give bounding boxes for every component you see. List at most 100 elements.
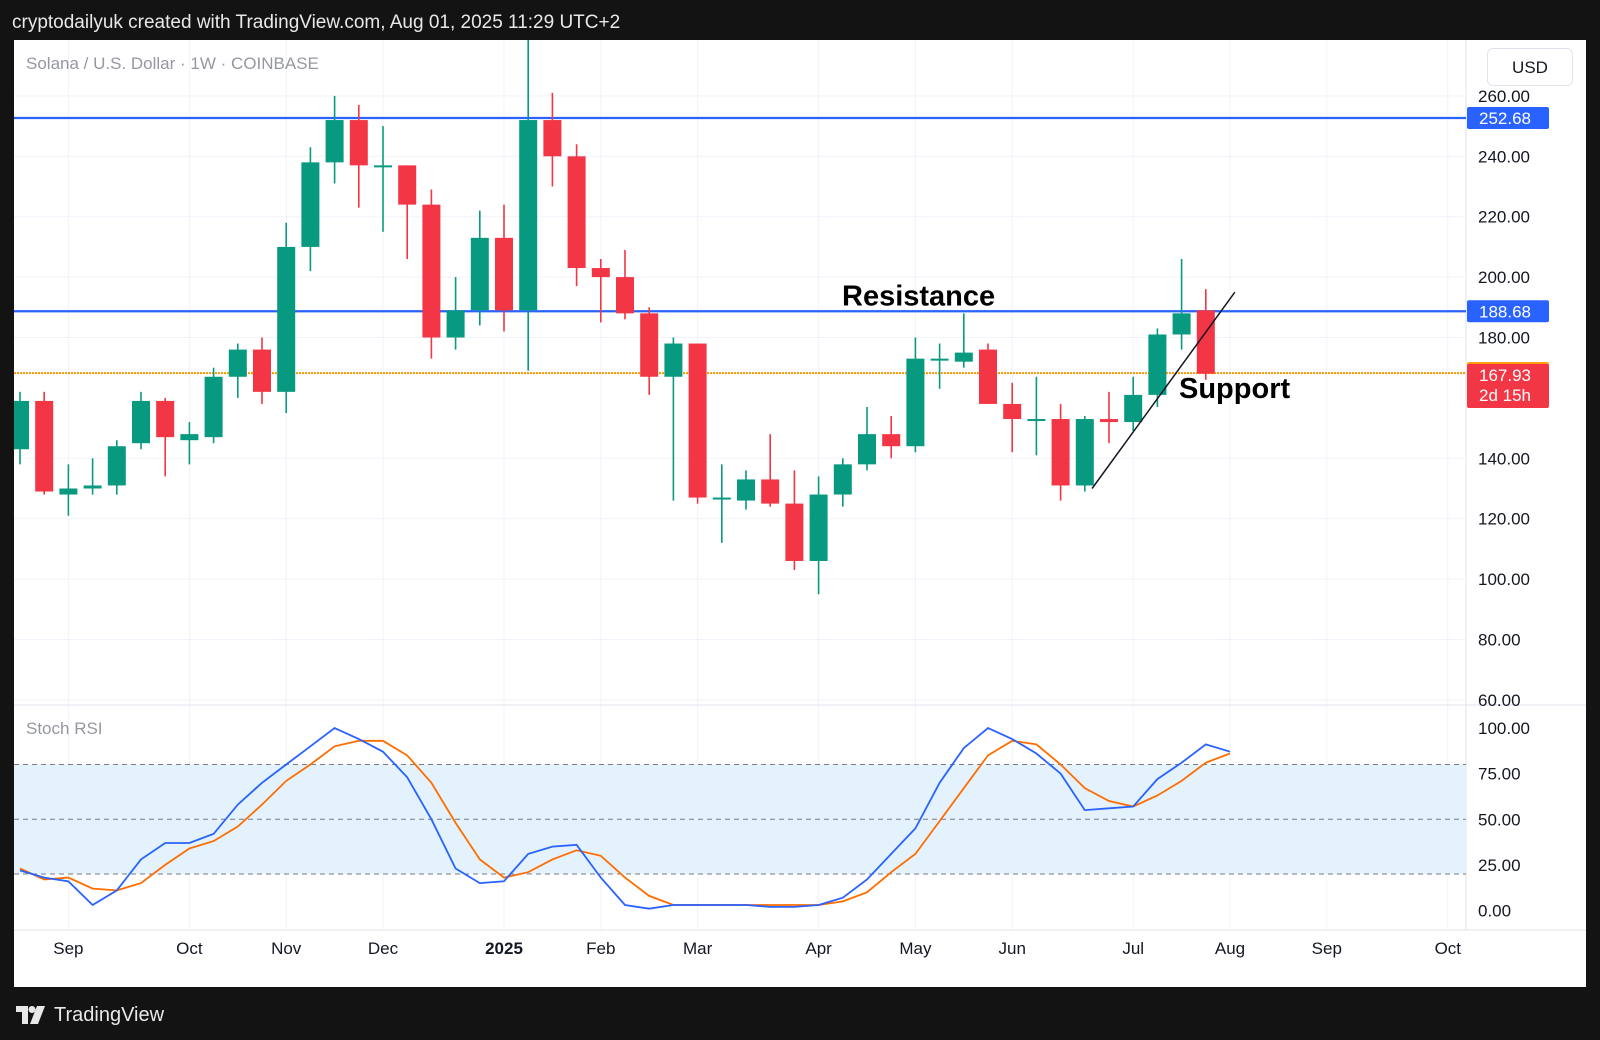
candle-bull[interactable]	[277, 222, 296, 413]
candle-body	[1003, 403, 1022, 420]
candle-bear[interactable]	[1003, 382, 1022, 453]
candle-body	[616, 277, 634, 314]
price-tick-label: 260.00	[1478, 87, 1530, 106]
chart-svg[interactable]: Solana / U.S. Dollar · 1W · COINBASE Res…	[11, 5, 1586, 987]
candle-body	[156, 400, 175, 438]
chart-title: Solana / U.S. Dollar · 1W · COINBASE	[26, 54, 319, 73]
candle-bear[interactable]	[349, 104, 368, 208]
candle-bear[interactable]	[543, 92, 562, 187]
candle-bear[interactable]	[761, 434, 780, 507]
candle-bull[interactable]	[228, 343, 247, 398]
candle-bear[interactable]	[398, 165, 417, 259]
candle-bear[interactable]	[591, 258, 610, 323]
candle-bull[interactable]	[664, 337, 683, 501]
candle-bull[interactable]	[374, 126, 392, 232]
candle-bear[interactable]	[979, 343, 997, 404]
time-tick-label: May	[899, 939, 932, 958]
stoch-rsi-pane[interactable]: Stoch RSI 100.00 75.00 50.00 25.00 0.00	[14, 719, 1530, 921]
candle-bull[interactable]	[470, 210, 489, 326]
candle-body	[1148, 334, 1167, 395]
price-tick-label: 120.00	[1478, 510, 1530, 529]
time-tick-label: 2025	[485, 939, 523, 958]
candle-bear[interactable]	[616, 249, 634, 320]
candle-bull[interactable]	[809, 476, 828, 595]
candle-bull[interactable]	[1148, 328, 1167, 407]
candle-bear[interactable]	[640, 307, 659, 395]
candle-body	[858, 434, 876, 465]
rsi-tick-label: 100.00	[1478, 719, 1530, 738]
candle-body	[349, 120, 368, 166]
candle-body	[688, 343, 707, 498]
resistance-high-price-tag-label: 252.68	[1479, 109, 1531, 128]
time-tick-label: Aug	[1215, 939, 1245, 958]
price-axis[interactable]: 260.00 240.00 220.00 200.00 180.00 140.00 120.…	[1467, 87, 1549, 710]
candle-body	[11, 400, 29, 450]
candle-bull[interactable]	[858, 406, 876, 471]
candle-body	[1051, 419, 1070, 486]
time-tick-label: Dec	[368, 939, 399, 958]
candle-bull[interactable]	[1124, 376, 1143, 432]
candle-body	[954, 352, 973, 362]
candle-body	[761, 479, 780, 504]
candle-bear[interactable]	[1100, 391, 1118, 444]
candle-bear[interactable]	[1051, 403, 1070, 501]
last-price-label: 167.93	[1479, 366, 1531, 385]
candle-body	[422, 204, 441, 338]
currency-button[interactable]: USD	[1487, 48, 1573, 86]
candle-bull[interactable]	[83, 458, 102, 495]
candle-bull[interactable]	[204, 367, 223, 444]
price-tick-label: 100.00	[1478, 570, 1530, 589]
candle-bear[interactable]	[253, 337, 271, 404]
chart-frame[interactable]: Solana / U.S. Dollar · 1W · COINBASE Res…	[11, 5, 1586, 987]
rsi-tick-label: 50.00	[1478, 810, 1521, 829]
candle-body	[640, 313, 659, 377]
candle-body	[1075, 419, 1094, 486]
candle-bear[interactable]	[35, 391, 54, 495]
candle-bear[interactable]	[785, 470, 804, 571]
rsi-tick-label: 25.00	[1478, 856, 1521, 875]
candle-bull[interactable]	[325, 95, 344, 184]
candle-bull[interactable]	[519, 5, 538, 371]
candle-bear[interactable]	[1196, 289, 1215, 380]
candles-layer[interactable]	[11, 5, 1215, 595]
price-tick-label: 240.00	[1478, 147, 1530, 166]
candle-bull[interactable]	[737, 470, 755, 510]
time-axis[interactable]: Sep Oct Nov Dec 2025 Feb Mar Apr May Jun Jul Aug Sep…	[53, 939, 1461, 958]
candle-bull[interactable]	[1027, 376, 1046, 456]
candle-bull[interactable]	[446, 277, 465, 350]
candle-bull[interactable]	[1075, 416, 1094, 492]
resistance-high-price-tag	[1467, 107, 1549, 130]
candle-bull[interactable]	[833, 458, 852, 507]
candle-body	[495, 237, 513, 311]
candle-bull[interactable]	[906, 337, 925, 453]
candle-bear[interactable]	[495, 204, 513, 332]
candle-bull[interactable]	[301, 147, 320, 272]
time-tick-label: Sep	[1312, 939, 1342, 958]
candle-body	[374, 165, 392, 168]
candle-bull[interactable]	[712, 464, 731, 543]
candle-body	[1124, 394, 1143, 423]
time-tick-label: Sep	[53, 939, 83, 958]
last-price-countdown: 2d 15h	[1479, 386, 1531, 405]
candle-bull[interactable]	[59, 464, 78, 516]
candle-body	[228, 349, 247, 377]
candle-body	[979, 349, 997, 404]
candle-bear[interactable]	[156, 397, 175, 477]
candle-bull[interactable]	[107, 440, 126, 495]
candle-bull[interactable]	[1172, 258, 1191, 350]
candle-bear[interactable]	[567, 144, 586, 287]
candle-bull[interactable]	[954, 313, 973, 368]
candle-bull[interactable]	[930, 343, 949, 389]
candle-bull[interactable]	[132, 391, 150, 450]
candle-body	[301, 162, 320, 247]
candle-body	[567, 156, 586, 269]
candle-bear[interactable]	[688, 343, 707, 504]
candle-bull[interactable]	[180, 422, 199, 465]
candle-bear[interactable]	[882, 416, 901, 459]
rsi-tick-label: 75.00	[1478, 765, 1521, 784]
candle-bear[interactable]	[422, 189, 441, 359]
candle-bull[interactable]	[11, 391, 29, 465]
candle-body	[132, 400, 150, 444]
price-tick-label: 220.00	[1478, 208, 1530, 227]
resistance-label: Resistance	[842, 280, 995, 312]
